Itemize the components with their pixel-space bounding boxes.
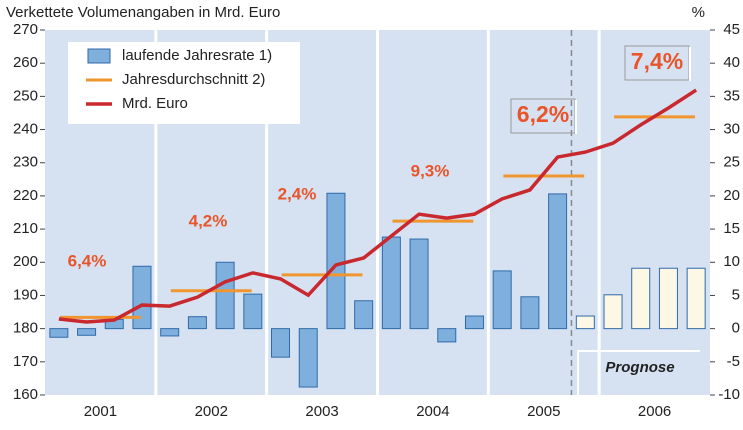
y2-tick-label: -5 [727,353,740,370]
y2-tick-label: 10 [723,253,740,270]
y-tick-label: 250 [13,87,38,104]
bar [326,192,346,330]
y-tick-label: 220 [13,187,38,204]
y2-tick-label: -10 [718,386,740,403]
legend-swatch [87,48,111,64]
y2-tick-label: 35 [723,87,740,104]
annotation: 6,4% [68,251,107,270]
bar [631,267,651,330]
y-tick-label: 190 [13,286,38,303]
bar [49,328,69,338]
bar [381,236,401,330]
bar [160,328,180,337]
bar [520,296,540,330]
annotation: 7,4% [631,48,683,74]
forecast-bracket [577,350,700,395]
bar [243,293,263,330]
x-tick-label: 2003 [305,403,338,420]
y-tick-label: 180 [13,320,38,337]
bar [215,261,235,330]
x-tick-label: 2004 [416,403,449,420]
y2-tick-label: 20 [723,187,740,204]
y2-tick-label: 15 [723,220,740,237]
legend-label: laufende Jahresrate 1) [122,47,272,64]
y-tick-label: 260 [13,54,38,71]
annotation: 6,2% [517,101,569,127]
chart-title: Verkettete Volumenangaben in Mrd. Euro [6,4,280,21]
bar [658,267,678,330]
bar [437,328,457,343]
legend-label: Mrd. Euro [122,95,188,112]
x-tick-label: 2002 [195,403,228,420]
bar [409,238,429,330]
bar [132,265,152,330]
bar [464,315,484,330]
x-tick-label: 2005 [527,403,560,420]
y2-tick-label: 0 [732,320,740,337]
forecast-label: Prognose [605,359,674,376]
y-tick-label: 270 [13,21,38,38]
y2-tick-label: 25 [723,154,740,171]
y-tick-label: 210 [13,220,38,237]
bar [492,270,512,330]
bar [575,315,595,330]
y2-tick-label: 45 [723,21,740,38]
bar [271,328,291,358]
y2-tick-label: 30 [723,121,740,138]
y-tick-label: 200 [13,253,38,270]
bar [77,328,97,336]
line [58,88,698,324]
legend-label: Jahresdurchschnitt 2) [122,71,265,88]
annotation: 9,3% [411,161,450,180]
bar [603,294,623,330]
bar [686,267,706,330]
y2-tick-label: 5 [732,286,740,303]
bar [548,193,568,330]
y2-tick-label: 40 [723,54,740,71]
y-tick-label: 230 [13,154,38,171]
bar [298,328,318,388]
y2-unit: % [692,4,705,21]
y-tick-label: 240 [13,121,38,138]
bar [354,300,374,330]
x-tick-label: 2001 [84,403,117,420]
y-tick-label: 170 [13,353,38,370]
annotation: 4,2% [189,211,228,230]
plot: 2001 2002 2003 2004 2005 20061601701801902002… [13,21,740,420]
bar [187,316,207,330]
y-tick-label: 160 [13,386,38,403]
x-tick-label: 2006 [638,403,671,420]
annotation: 2,4% [278,184,317,203]
